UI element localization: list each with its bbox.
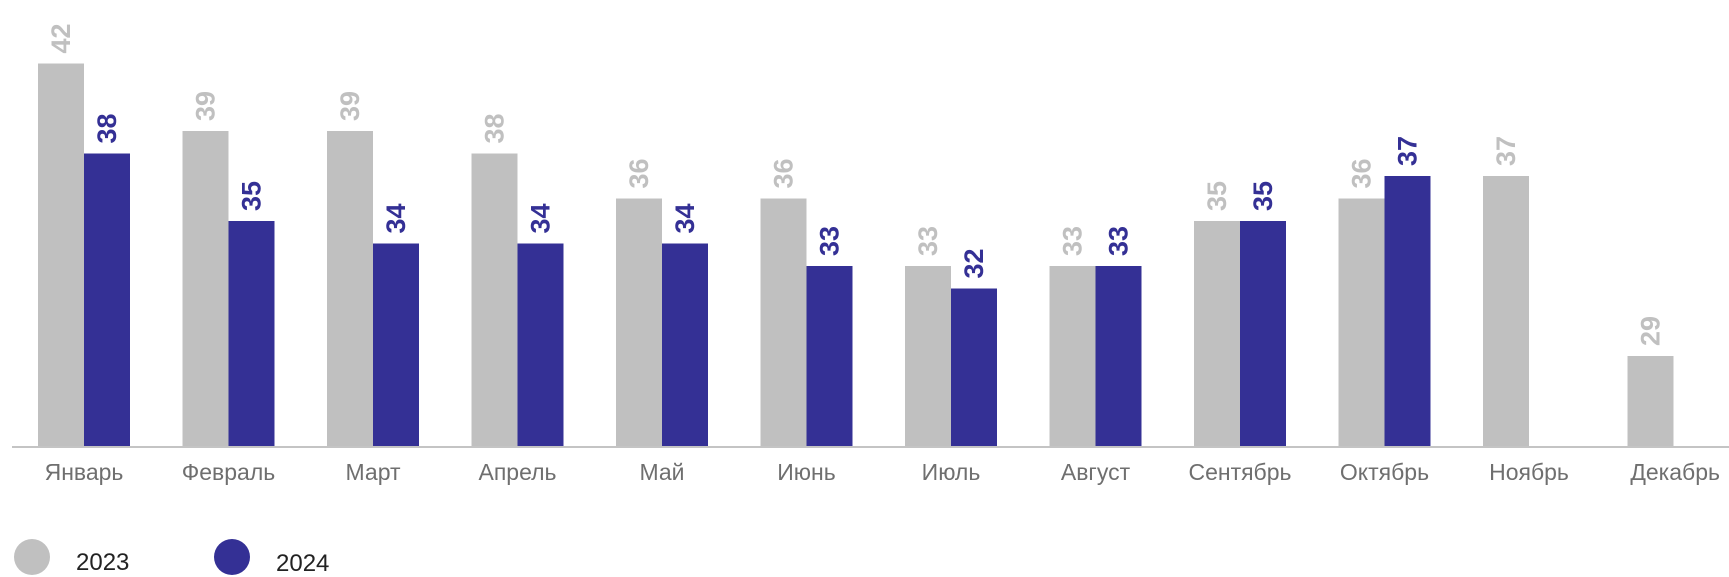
value-label-2024-Сентябрь: 35: [1248, 181, 1278, 211]
bar-2024-Октябрь: [1384, 176, 1431, 446]
legend-marker-2024: [214, 539, 250, 575]
value-label-2024-Октябрь: 37: [1393, 136, 1423, 166]
bar-2023-Сентябрь: [1194, 221, 1240, 446]
legend-marker-2023: [14, 539, 50, 575]
category-label: Январь: [45, 459, 124, 485]
category-label: Декабрь: [1630, 459, 1720, 485]
bar-2023-Июнь: [760, 198, 807, 446]
value-label-2023-Апрель: 38: [480, 113, 510, 143]
bar-2024-Июнь: [806, 266, 853, 446]
category-label: Апрель: [478, 459, 556, 485]
value-label-2023-Май: 36: [624, 158, 654, 188]
legend-label-2023: 2023: [76, 549, 129, 576]
category-label: Март: [345, 459, 400, 485]
legend-label-2024: 2024: [276, 550, 329, 577]
bar-2024-Апрель: [517, 243, 564, 446]
value-label-2023-Январь: 42: [46, 23, 76, 53]
bar-2024-Сентябрь: [1240, 221, 1286, 446]
bar-2023-Март: [327, 131, 373, 446]
bar-2024-Январь: [84, 153, 130, 446]
category-label: Июль: [922, 459, 981, 485]
bar-2024-Март: [373, 243, 419, 446]
bar-2023-Ноябрь: [1483, 176, 1529, 446]
value-label-2024-Август: 33: [1104, 226, 1134, 256]
legend: 2023 2024: [14, 539, 329, 577]
value-label-2023-Август: 33: [1058, 226, 1088, 256]
bar-2024-Май: [662, 243, 708, 446]
bars-layer: [38, 63, 1674, 446]
value-label-2023-Февраль: 39: [191, 91, 221, 121]
category-label: Июнь: [777, 459, 835, 485]
value-label-2024-Февраль: 35: [237, 181, 267, 211]
value-label-2024-Март: 34: [381, 203, 411, 233]
category-label: Октябрь: [1340, 459, 1429, 485]
value-label-2023-Июнь: 36: [769, 158, 799, 188]
category-label: Февраль: [182, 459, 275, 485]
category-labels-layer: Январь Февраль Март Апрель Май Июнь Июль Август…: [45, 459, 1720, 485]
category-label: Ноябрь: [1489, 459, 1569, 485]
value-label-2024-Январь: 38: [92, 113, 122, 143]
value-label-2024-Апрель: 34: [526, 203, 556, 233]
value-label-2023-Декабрь: 29: [1636, 316, 1666, 346]
category-label: Май: [639, 459, 684, 485]
value-label-2024-Июнь: 33: [815, 226, 845, 256]
value-label-2024-Июль: 32: [959, 248, 989, 278]
bar-2024-Июль: [951, 288, 997, 446]
bar-2023-Январь: [38, 63, 84, 446]
value-label-2024-Май: 34: [670, 203, 700, 233]
value-label-2023-Март: 39: [335, 91, 365, 121]
bar-2023-Август: [1049, 266, 1096, 446]
bar-2024-Февраль: [228, 221, 275, 446]
value-label-2023-Октябрь: 36: [1347, 158, 1377, 188]
bar-2023-Апрель: [471, 153, 518, 446]
bar-2023-Июль: [905, 266, 951, 446]
value-label-2023-Июль: 33: [913, 226, 943, 256]
value-label-2023-Сентябрь: 35: [1202, 181, 1232, 211]
bar-2023-Декабрь: [1627, 356, 1674, 446]
bar-2023-Февраль: [182, 131, 229, 446]
category-label: Август: [1061, 459, 1131, 485]
bar-2023-Май: [616, 198, 662, 446]
bar-2024-Август: [1095, 266, 1142, 446]
bar-2023-Октябрь: [1338, 198, 1385, 446]
value-label-2023-Ноябрь: 37: [1491, 136, 1521, 166]
value-labels-layer: 42 38 39 35 39 34 38 34 36 34 36 33 33 32 33 33 35 35 36 37…: [46, 23, 1666, 346]
category-label: Сентябрь: [1188, 459, 1291, 485]
